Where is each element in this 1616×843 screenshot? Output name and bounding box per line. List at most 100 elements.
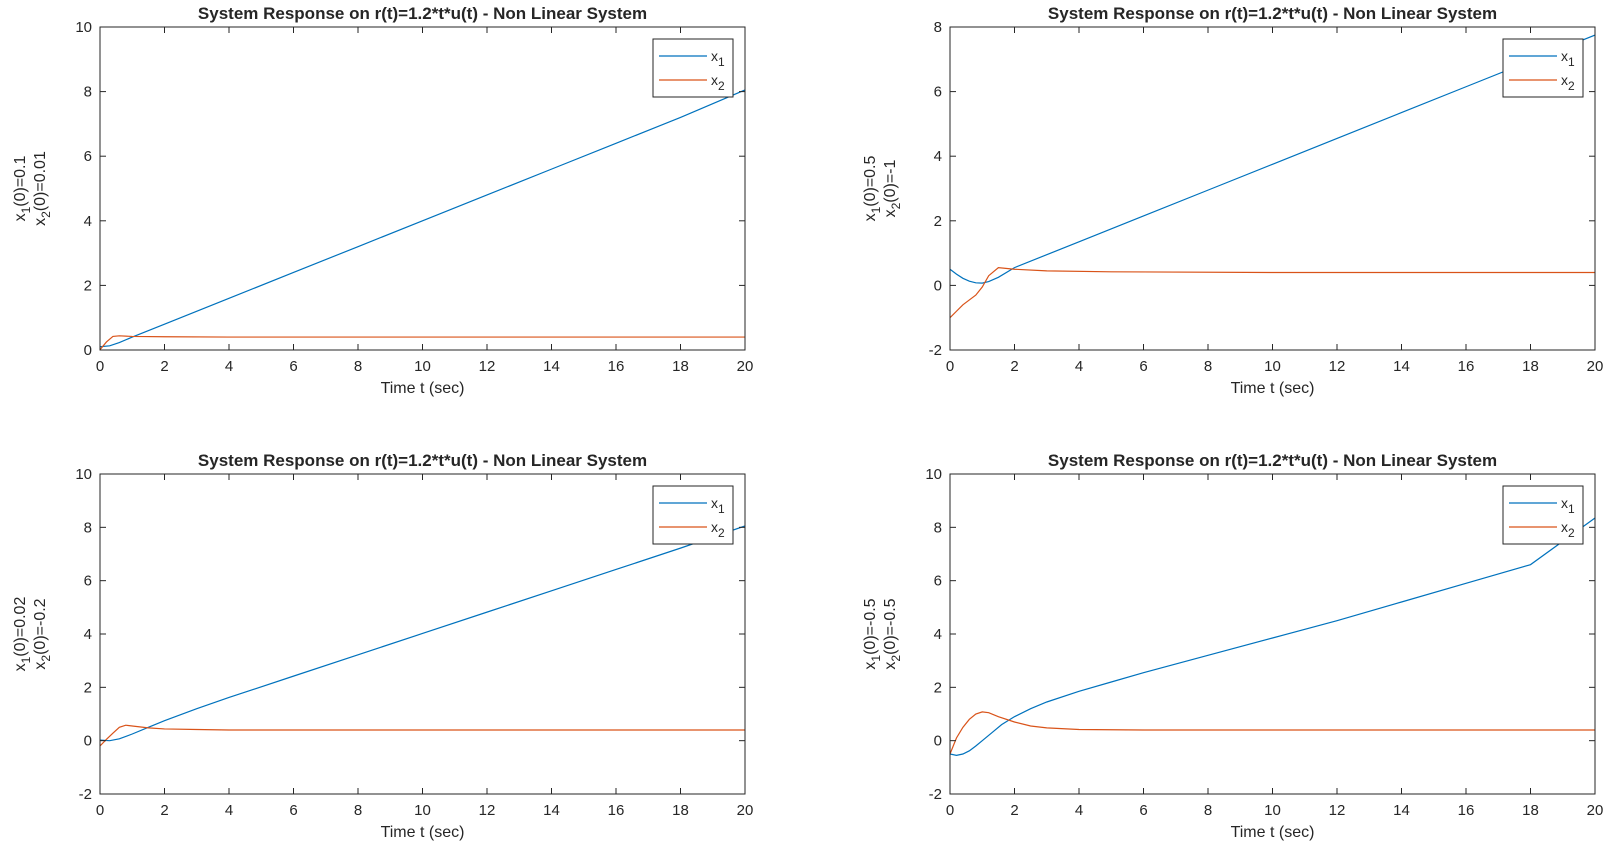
x-tick-label: 10 (1264, 358, 1281, 375)
x-axis-label: Time t (sec) (381, 380, 465, 397)
x-tick-label: 0 (946, 802, 954, 819)
y-axis-label-line-2: x2(0)=-1 (882, 159, 903, 217)
x-tick-label: 2 (160, 358, 168, 375)
y-tick-label: 2 (934, 213, 942, 230)
x-tick-label: 16 (608, 358, 625, 375)
x-axis-label: Time t (sec) (381, 824, 465, 841)
y-tick-label: -2 (79, 786, 92, 803)
y-tick-label: 2 (84, 679, 92, 696)
series-line-x2 (100, 335, 745, 350)
legend-entry-label: x2 (711, 519, 725, 540)
x-tick-label: 2 (1010, 802, 1018, 819)
x-tick-label: 12 (1329, 358, 1346, 375)
plot-area (950, 27, 1595, 350)
series-line-x1 (100, 89, 745, 348)
x-tick-label: 18 (1522, 802, 1539, 819)
y-tick-label: 8 (84, 84, 92, 101)
y-tick-label: 2 (84, 277, 92, 294)
chart-title: System Response on r(t)=1.2*t*u(t) - Non… (1048, 451, 1497, 470)
y-tick-label: 6 (934, 84, 942, 101)
series-line-x1 (950, 34, 1595, 284)
y-tick-label: 10 (75, 466, 92, 483)
y-tick-label: 2 (934, 679, 942, 696)
x-tick-label: 4 (225, 358, 233, 375)
legend-box (1502, 485, 1584, 545)
legend-entry-label: x2 (711, 72, 725, 93)
legend-box (652, 38, 734, 98)
x-tick-label: 14 (1393, 802, 1410, 819)
x-tick-label: 14 (1393, 358, 1410, 375)
y-tick-label: 8 (84, 519, 92, 536)
x-tick-label: 18 (672, 802, 689, 819)
chart-title: System Response on r(t)=1.2*t*u(t) - Non… (1048, 4, 1497, 23)
x-tick-label: 12 (479, 358, 496, 375)
y-tick-label: 6 (84, 573, 92, 590)
chart-title: System Response on r(t)=1.2*t*u(t) - Non… (198, 451, 647, 470)
series-line-x2 (100, 724, 745, 747)
legend-entry-label: x1 (1561, 48, 1575, 69)
plot-area (100, 27, 745, 350)
legend-entry-label: x2 (1561, 72, 1575, 93)
y-tick-label: 0 (934, 277, 942, 294)
y-tick-label: 4 (934, 626, 942, 643)
y-tick-label: -2 (929, 342, 942, 359)
x-tick-label: 0 (96, 358, 104, 375)
x-tick-label: 18 (672, 358, 689, 375)
x-tick-label: 20 (1587, 802, 1604, 819)
y-axis-label-line-1: x1(0)=0.5 (862, 155, 883, 221)
y-tick-label: 8 (934, 519, 942, 536)
x-tick-label: 10 (414, 358, 431, 375)
x-tick-label: 10 (414, 802, 431, 819)
y-tick-label: 0 (84, 342, 92, 359)
y-tick-label: 8 (934, 19, 942, 36)
legend-entry-label: x1 (711, 495, 725, 516)
x-tick-label: 8 (1204, 358, 1212, 375)
x-tick-label: 14 (543, 802, 560, 819)
x-tick-label: 18 (1522, 358, 1539, 375)
x-tick-label: 4 (1075, 358, 1083, 375)
x-axis-label: Time t (sec) (1231, 824, 1315, 841)
y-axis-label-line-2: x2(0)=0.01 (32, 151, 53, 226)
y-tick-label: 6 (934, 573, 942, 590)
series-line-x2 (950, 267, 1595, 319)
y-axis-label-line-1: x1(0)=-0.5 (862, 598, 883, 669)
x-tick-label: 6 (289, 358, 297, 375)
chart-title: System Response on r(t)=1.2*t*u(t) - Non… (198, 4, 647, 23)
x-tick-label: 4 (1075, 802, 1083, 819)
y-axis-label-line-1: x1(0)=0.1 (12, 155, 33, 221)
x-tick-label: 6 (1139, 802, 1147, 819)
x-tick-label: 2 (160, 802, 168, 819)
x-tick-label: 4 (225, 802, 233, 819)
x-tick-label: 8 (354, 358, 362, 375)
x-tick-label: 20 (1587, 358, 1604, 375)
subplot-1: 0 2 4 6 8 10 12 14 16 18 20 0 2 4 6 8 10 System Response … (12, 4, 753, 397)
y-tick-label: -2 (929, 786, 942, 803)
y-tick-label: 4 (84, 213, 92, 230)
y-tick-label: 6 (84, 148, 92, 165)
x-tick-label: 8 (1204, 802, 1212, 819)
x-axis-label: Time t (sec) (1231, 380, 1315, 397)
series-line-x1 (100, 525, 745, 742)
legend-entry-label: x2 (1561, 519, 1575, 540)
x-tick-label: 0 (96, 802, 104, 819)
x-tick-label: 20 (737, 358, 754, 375)
y-tick-label: 0 (934, 733, 942, 750)
x-tick-label: 6 (1139, 358, 1147, 375)
x-tick-label: 14 (543, 358, 560, 375)
x-tick-label: 2 (1010, 358, 1018, 375)
y-tick-label: 10 (75, 19, 92, 36)
series-line-x1 (950, 517, 1595, 756)
x-tick-label: 12 (479, 802, 496, 819)
x-tick-label: 12 (1329, 802, 1346, 819)
y-axis-label-line-2: x2(0)=-0.5 (882, 598, 903, 669)
x-tick-label: 6 (289, 802, 297, 819)
y-tick-label: 4 (934, 148, 942, 165)
x-tick-label: 10 (1264, 802, 1281, 819)
